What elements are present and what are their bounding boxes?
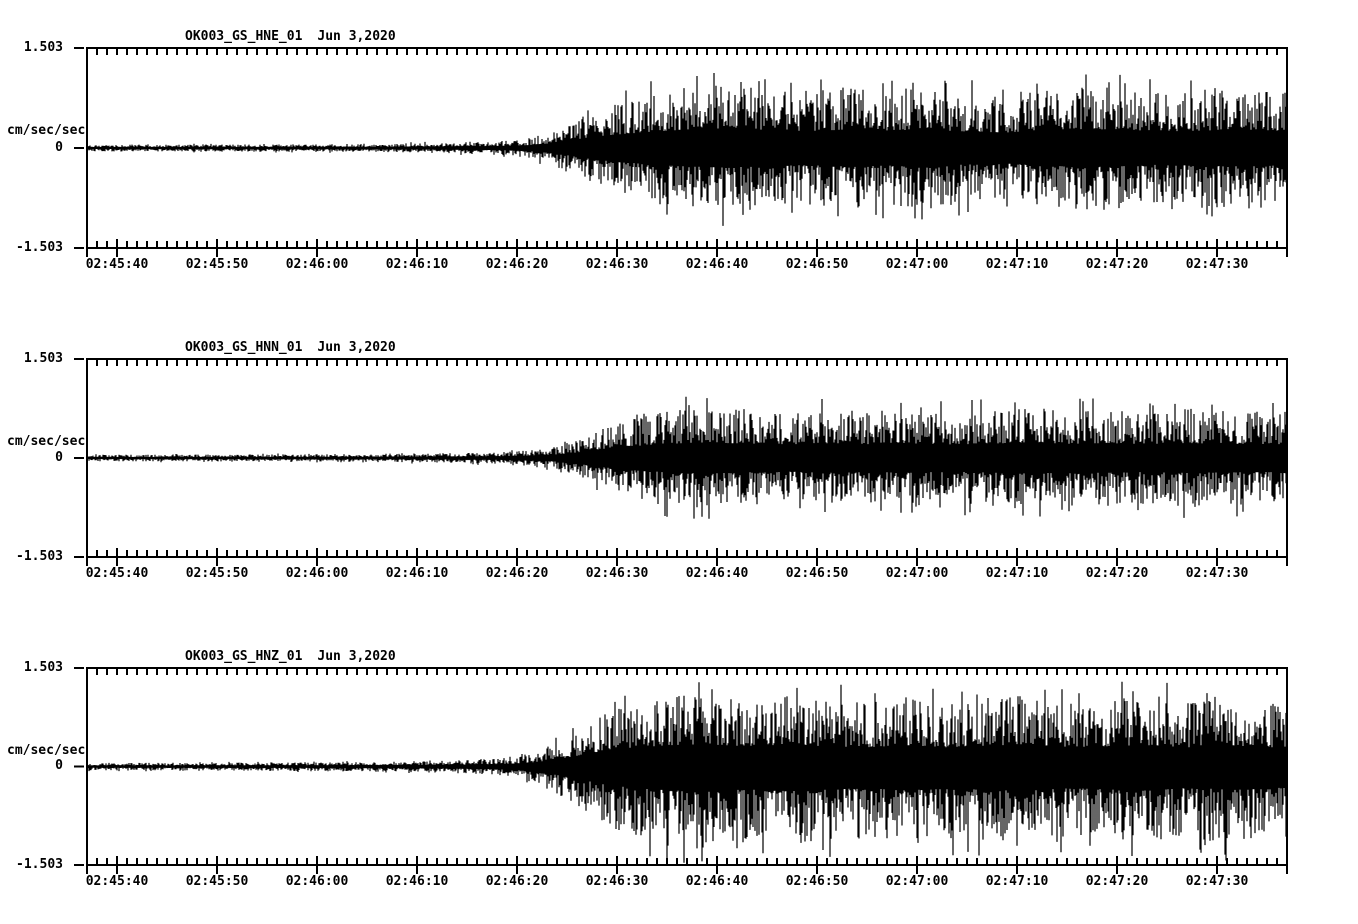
x-tick-label: 02:47:10	[985, 257, 1049, 272]
x-tick-label: 02:45:50	[185, 257, 249, 272]
x-tick-label: 02:46:10	[385, 566, 449, 581]
waveform-trace	[86, 396, 1288, 519]
axis-ticks	[74, 47, 1288, 257]
x-tick-label: 02:45:40	[85, 566, 149, 581]
y-axis-max-label: 1.503	[23, 351, 63, 366]
x-tick-label: 02:47:20	[1085, 257, 1149, 272]
trace-date-label: Jun 3,2020	[317, 29, 396, 44]
x-tick-label: 02:46:00	[285, 257, 349, 272]
x-tick-label: 02:46:20	[485, 566, 549, 581]
x-tick-label: 02:46:20	[485, 257, 549, 272]
trace-title: OK003_GS_HNE_01 Jun 3,2020	[185, 30, 396, 44]
panel-graphics	[74, 358, 1288, 566]
y-axis-zero-label: 0	[55, 450, 63, 465]
x-tick-label: 02:45:50	[185, 874, 249, 889]
x-tick-label: 02:46:40	[685, 874, 749, 889]
waveform-trace	[86, 681, 1288, 863]
x-tick-label: 02:46:50	[785, 566, 849, 581]
x-tick-label: 02:46:00	[285, 874, 349, 889]
trace-station-label: OK003_GS_HNZ_01	[185, 649, 303, 664]
axis-ticks	[74, 358, 1288, 566]
y-axis-max-label: 1.503	[23, 40, 63, 55]
y-axis-unit-label: cm/sec/sec	[7, 743, 86, 758]
y-axis-max-label: 1.503	[23, 660, 63, 675]
x-tick-label: 02:46:10	[385, 257, 449, 272]
x-tick-label: 02:47:00	[885, 257, 949, 272]
trace-title: OK003_GS_HNZ_01 Jun 3,2020	[185, 650, 396, 664]
x-tick-label: 02:46:50	[785, 874, 849, 889]
y-axis-unit-label: cm/sec/sec	[7, 434, 86, 449]
x-tick-label: 02:47:30	[1185, 257, 1249, 272]
x-tick-label: 02:46:30	[585, 257, 649, 272]
panel-graphics	[74, 47, 1288, 257]
x-tick-label: 02:46:30	[585, 874, 649, 889]
x-tick-label: 02:47:30	[1185, 566, 1249, 581]
x-tick-label: 02:46:40	[685, 566, 749, 581]
x-tick-label: 02:47:00	[885, 566, 949, 581]
trace-title: OK003_GS_HNN_01 Jun 3,2020	[185, 341, 396, 355]
trace-date-label: Jun 3,2020	[317, 649, 396, 664]
x-tick-label: 02:46:10	[385, 874, 449, 889]
x-tick-label: 02:46:30	[585, 566, 649, 581]
trace-station-label: OK003_GS_HNE_01	[185, 29, 303, 44]
y-axis-zero-label: 0	[55, 758, 63, 773]
x-tick-label: 02:46:50	[785, 257, 849, 272]
trace-station-label: OK003_GS_HNN_01	[185, 340, 303, 355]
x-tick-label: 02:47:20	[1085, 874, 1149, 889]
y-axis-min-label: -1.503	[16, 240, 63, 255]
x-tick-label: 02:45:50	[185, 566, 249, 581]
y-axis-min-label: -1.503	[16, 549, 63, 564]
y-axis-unit-label: cm/sec/sec	[7, 123, 86, 138]
x-tick-label: 02:47:10	[985, 566, 1049, 581]
panel-graphics	[74, 667, 1288, 874]
y-axis-zero-label: 0	[55, 140, 63, 155]
x-tick-label: 02:46:00	[285, 566, 349, 581]
x-tick-label: 02:47:00	[885, 874, 949, 889]
x-tick-label: 02:45:40	[85, 874, 149, 889]
x-tick-label: 02:47:10	[985, 874, 1049, 889]
waveform-trace	[86, 73, 1288, 226]
trace-date-label: Jun 3,2020	[317, 340, 396, 355]
x-tick-label: 02:47:20	[1085, 566, 1149, 581]
x-tick-label: 02:47:30	[1185, 874, 1249, 889]
x-tick-label: 02:46:20	[485, 874, 549, 889]
x-tick-label: 02:45:40	[85, 257, 149, 272]
axis-ticks	[74, 667, 1288, 874]
x-tick-label: 02:46:40	[685, 257, 749, 272]
y-axis-min-label: -1.503	[16, 857, 63, 872]
